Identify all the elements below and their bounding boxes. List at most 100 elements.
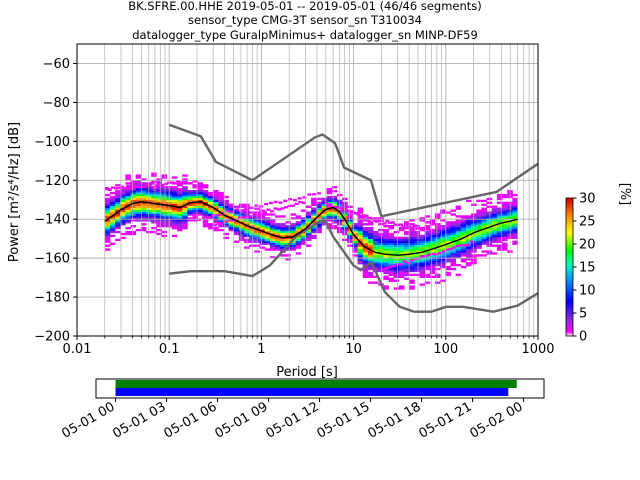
density-cell <box>311 203 317 206</box>
density-cell <box>104 236 111 240</box>
density-cell <box>156 197 162 201</box>
density-cell <box>275 230 281 234</box>
density-cell <box>109 191 116 195</box>
chart-title: BK.SFRE.00.HHE 2019-05-01 -- 2019-05-01 … <box>128 0 482 42</box>
density-cell <box>496 193 503 197</box>
density-cell <box>502 215 508 218</box>
density-cell <box>156 213 162 216</box>
density-cell <box>140 215 147 218</box>
density-cell <box>512 211 518 214</box>
density-cell <box>176 207 183 210</box>
density-cell <box>347 228 353 232</box>
density-cell <box>275 238 281 242</box>
density-cell <box>362 263 369 267</box>
density-cell <box>238 236 245 240</box>
density-cell <box>512 215 518 218</box>
density-cell <box>383 225 389 228</box>
density-cell <box>292 198 297 202</box>
density-cell <box>512 221 518 224</box>
density-cell <box>404 267 410 271</box>
density-cell <box>481 232 487 236</box>
density-cell <box>391 265 396 268</box>
density-cell <box>120 201 126 205</box>
density-cell <box>269 230 276 234</box>
density-cell <box>192 193 199 197</box>
density-cell <box>104 223 111 226</box>
density-cell <box>429 223 436 226</box>
density-cell <box>445 225 451 228</box>
density-cell <box>161 188 168 191</box>
density-cell <box>424 252 431 255</box>
density-cell <box>182 191 188 195</box>
density-cell <box>238 213 245 216</box>
density-cell <box>264 238 271 242</box>
density-cell <box>197 199 204 203</box>
density-cell <box>238 219 245 222</box>
density-cell <box>151 186 157 189</box>
density-cell <box>429 263 436 267</box>
density-cell <box>491 223 498 226</box>
density-cell <box>130 207 137 210</box>
density-cell <box>440 263 446 267</box>
density-cell <box>404 258 410 261</box>
density-cell <box>120 191 126 195</box>
density-cell <box>409 242 415 245</box>
density-cell <box>440 228 446 232</box>
density-cell <box>290 228 297 232</box>
density-cell <box>125 176 131 179</box>
density-cell <box>496 201 503 205</box>
density-cell <box>280 240 286 243</box>
density-cell <box>321 217 328 220</box>
density-cell <box>182 197 188 201</box>
density-cell <box>352 238 358 242</box>
density-cell <box>109 201 116 205</box>
density-cell <box>367 258 374 261</box>
density-cell <box>450 213 457 216</box>
density-cell <box>238 232 245 236</box>
density-cell <box>419 258 426 261</box>
density-cell <box>151 197 157 201</box>
density-cell <box>156 232 162 236</box>
density-cell <box>233 226 240 230</box>
density-cell <box>135 176 142 179</box>
density-cell <box>491 230 498 234</box>
density-cell <box>300 242 307 245</box>
density-cell <box>360 216 365 219</box>
density-cell <box>120 197 126 201</box>
density-cell <box>440 260 446 263</box>
density-cell <box>445 238 451 242</box>
density-cell <box>491 209 498 212</box>
density-cell <box>373 230 379 234</box>
density-cell <box>280 242 286 245</box>
density-cell <box>140 191 147 195</box>
density-cell <box>491 244 498 247</box>
y-tick-label: −120 <box>34 174 70 189</box>
density-cell <box>445 240 451 243</box>
density-cell <box>120 223 126 226</box>
density-cell <box>316 225 322 228</box>
density-cell <box>161 217 168 220</box>
density-cell <box>280 244 286 247</box>
density-cell <box>383 228 389 232</box>
density-cell <box>151 180 157 183</box>
density-cell <box>409 234 415 238</box>
density-cell <box>223 217 229 220</box>
density-cell <box>156 228 162 232</box>
density-cell <box>455 219 462 222</box>
density-cell <box>176 180 181 183</box>
density-cell <box>388 238 395 242</box>
density-cell <box>321 203 328 206</box>
density-cell <box>404 254 410 257</box>
density-cell <box>347 234 353 238</box>
density-cell <box>383 277 389 280</box>
density-cell <box>109 225 116 228</box>
density-cell <box>398 258 405 261</box>
density-cell <box>213 191 219 195</box>
density-cell <box>238 216 243 219</box>
density-cell <box>434 275 441 278</box>
density-cell <box>140 223 147 226</box>
density-cell <box>130 225 137 228</box>
density-cell <box>109 234 116 238</box>
density-cell <box>404 240 410 243</box>
density-cell <box>383 256 389 259</box>
